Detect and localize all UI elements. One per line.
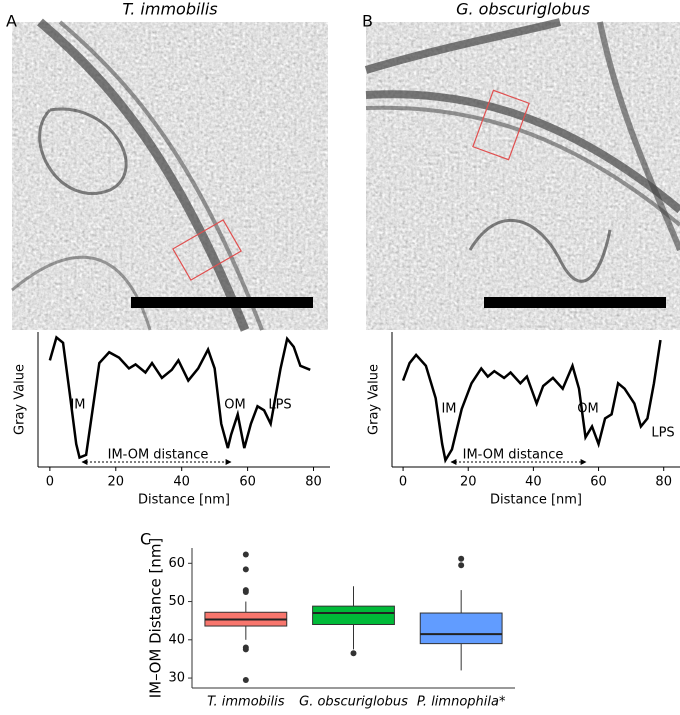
annotation: OM bbox=[577, 402, 598, 417]
outlier bbox=[242, 646, 249, 653]
y-tick-label: 50 bbox=[168, 594, 185, 609]
profile-line bbox=[48, 335, 311, 460]
y-axis-label: Gray Value bbox=[367, 364, 382, 435]
outlier bbox=[242, 566, 249, 573]
x-tick-label: 80 bbox=[655, 475, 672, 490]
x-tick-label: 60 bbox=[239, 475, 256, 490]
annotation: IM-OM distance bbox=[463, 448, 564, 463]
y-axis-label: IM–OM Distance [nm] bbox=[147, 538, 165, 699]
y-tick-label: 60 bbox=[168, 556, 185, 571]
profile-line bbox=[401, 339, 662, 464]
x-tick-label: P. limnophila* bbox=[417, 695, 506, 710]
y-tick-label: 40 bbox=[168, 632, 185, 647]
annotation: IM-OM distance bbox=[108, 448, 209, 463]
panel-title: T. immobilis bbox=[122, 0, 217, 19]
micrograph-b bbox=[364, 18, 680, 330]
y-axis-label: Gray Value bbox=[13, 364, 28, 435]
panel-title: G. obscuriglobus bbox=[456, 0, 590, 19]
annotation: IM bbox=[441, 402, 456, 417]
box bbox=[419, 612, 503, 645]
x-tick-label: T. immobilis bbox=[207, 695, 285, 710]
x-tick-label: 40 bbox=[525, 475, 542, 490]
outlier bbox=[242, 551, 249, 558]
x-tick-label: 80 bbox=[305, 475, 322, 490]
micrograph-a bbox=[11, 18, 328, 332]
x-tick-label: 40 bbox=[173, 475, 190, 490]
box bbox=[312, 605, 395, 626]
x-axis-label: Distance [nm] bbox=[138, 493, 230, 508]
x-tick-label: 20 bbox=[460, 475, 477, 490]
panel-letter: C bbox=[140, 530, 151, 549]
x-tick-label: 20 bbox=[108, 475, 125, 490]
annotation: LPS bbox=[651, 426, 674, 441]
outlier bbox=[350, 650, 357, 657]
x-tick-label: 0 bbox=[46, 475, 54, 490]
x-axis-label: Distance [nm] bbox=[490, 493, 582, 508]
outlier bbox=[458, 562, 465, 569]
annotation: OM bbox=[224, 398, 245, 413]
outlier bbox=[458, 555, 465, 562]
panel-letter: A bbox=[6, 12, 17, 31]
panel-letter: B bbox=[362, 12, 373, 31]
x-tick-label: G. obscuriglobus bbox=[299, 695, 408, 710]
annotation: LPS bbox=[268, 398, 291, 413]
outlier bbox=[242, 676, 249, 683]
annotation: IM bbox=[70, 398, 85, 413]
y-tick-label: 30 bbox=[168, 671, 185, 686]
x-tick-label: 0 bbox=[399, 475, 407, 490]
outlier bbox=[242, 588, 249, 595]
x-tick-label: 60 bbox=[590, 475, 607, 490]
